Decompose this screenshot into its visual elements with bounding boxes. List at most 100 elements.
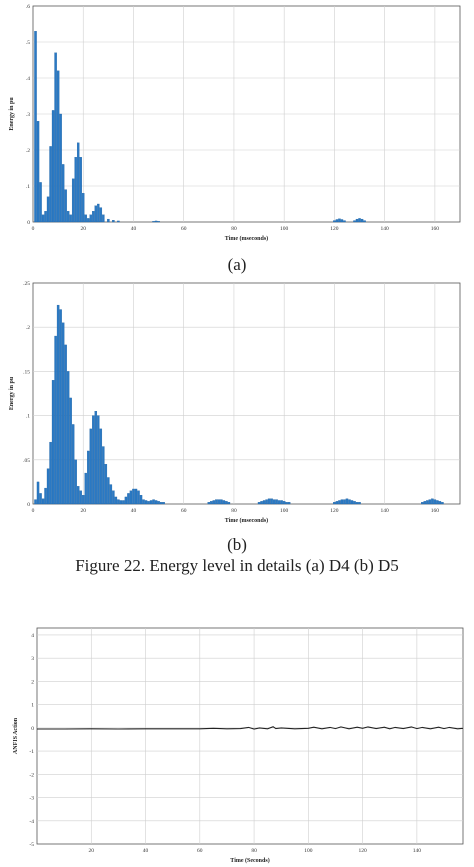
y-tick-label: 2	[31, 679, 34, 685]
bar	[84, 214, 87, 223]
bar	[59, 309, 62, 505]
x-tick-label: 80	[231, 508, 237, 514]
bar	[87, 450, 90, 505]
x-axis-label: Time (mseconds)	[225, 517, 268, 524]
x-tick-label: 60	[181, 508, 187, 514]
bar	[421, 502, 424, 505]
bar	[61, 164, 65, 223]
bar	[71, 178, 75, 223]
bar	[162, 502, 165, 505]
caption-b: (b)	[227, 535, 247, 554]
bar	[287, 502, 291, 505]
bar	[84, 472, 87, 505]
bar	[94, 411, 98, 505]
bar	[44, 487, 47, 505]
bar	[139, 495, 143, 505]
x-tick-label: 120	[330, 226, 339, 232]
bar	[122, 500, 125, 505]
bar	[265, 499, 268, 505]
y-tick-label: .25	[23, 281, 30, 287]
bar	[358, 218, 361, 223]
bar	[71, 424, 75, 505]
bar	[66, 211, 70, 223]
y-tick-label: 0	[31, 726, 34, 732]
bar	[343, 220, 346, 223]
bar	[159, 502, 163, 505]
bar	[348, 499, 351, 505]
bar	[114, 496, 118, 505]
bar	[277, 500, 281, 505]
bar	[94, 205, 98, 223]
x-tick-label: 140	[381, 226, 390, 232]
y-tick-label: .05	[23, 458, 30, 464]
x-tick-label: 60	[197, 848, 203, 854]
x-tick-label: 20	[80, 226, 86, 232]
bar	[285, 502, 288, 505]
bar	[89, 214, 92, 223]
bar	[87, 218, 90, 223]
bar	[92, 211, 95, 223]
bar	[99, 207, 103, 223]
y-axis-label: Energy in pu	[9, 376, 15, 410]
bar	[335, 219, 339, 223]
bar	[74, 157, 77, 223]
bar	[358, 502, 361, 505]
bar	[129, 490, 133, 505]
bar	[82, 495, 85, 505]
bar	[97, 415, 100, 505]
bar	[225, 501, 228, 505]
y-tick-label: 4	[31, 633, 34, 639]
bar	[82, 193, 85, 223]
bar	[144, 500, 148, 505]
bar	[152, 499, 155, 505]
bar	[270, 498, 273, 505]
x-tick-label: 40	[143, 848, 149, 854]
bar	[92, 415, 95, 505]
bar	[107, 477, 110, 505]
bar	[34, 31, 37, 223]
bar	[137, 490, 140, 505]
bar	[227, 502, 231, 505]
x-tick-label: 80	[231, 226, 237, 232]
x-axis-label: Time (Seconds)	[230, 857, 269, 864]
bar	[99, 428, 103, 505]
plot-area	[36, 627, 464, 845]
bar	[56, 70, 60, 223]
x-tick-label: 40	[131, 508, 137, 514]
x-tick-label: 20	[80, 508, 86, 514]
bar	[74, 459, 77, 505]
bar	[36, 481, 40, 505]
bar	[282, 501, 286, 505]
bar	[34, 499, 37, 505]
energy-chart-d4: 0 20 40 60 80 100 120 140 160 0 .1 .2 .3 .4 .5 .6 Time (…	[9, 4, 461, 242]
bar	[262, 500, 266, 505]
x-tick-label: 120	[330, 508, 339, 514]
bar	[64, 344, 67, 505]
bar	[267, 498, 271, 505]
x-tick-label: 100	[280, 508, 289, 514]
x-tick-label: 60	[181, 226, 187, 232]
y-tick-label: -5	[29, 842, 34, 848]
bar	[97, 203, 100, 223]
bar	[61, 322, 65, 505]
bar	[433, 499, 437, 505]
bar	[355, 218, 359, 223]
x-tick-label: 160	[431, 226, 440, 232]
bar	[220, 499, 223, 505]
bar	[41, 498, 45, 505]
x-tick-label: 0	[32, 226, 35, 232]
bar	[441, 502, 444, 505]
y-axis-label: ANFIS Action	[13, 717, 19, 754]
y-tick-label: 0	[27, 502, 30, 508]
bar	[222, 500, 226, 505]
y-tick-label: .4	[26, 76, 30, 82]
plot-area	[32, 282, 461, 505]
bar	[112, 490, 115, 505]
bar	[340, 499, 344, 505]
bar	[41, 214, 45, 223]
bar	[69, 214, 72, 223]
bar	[147, 501, 150, 505]
x-tick-label: 100	[280, 226, 289, 232]
bar	[157, 221, 160, 223]
y-axis-label: Energy in pu	[9, 97, 15, 131]
